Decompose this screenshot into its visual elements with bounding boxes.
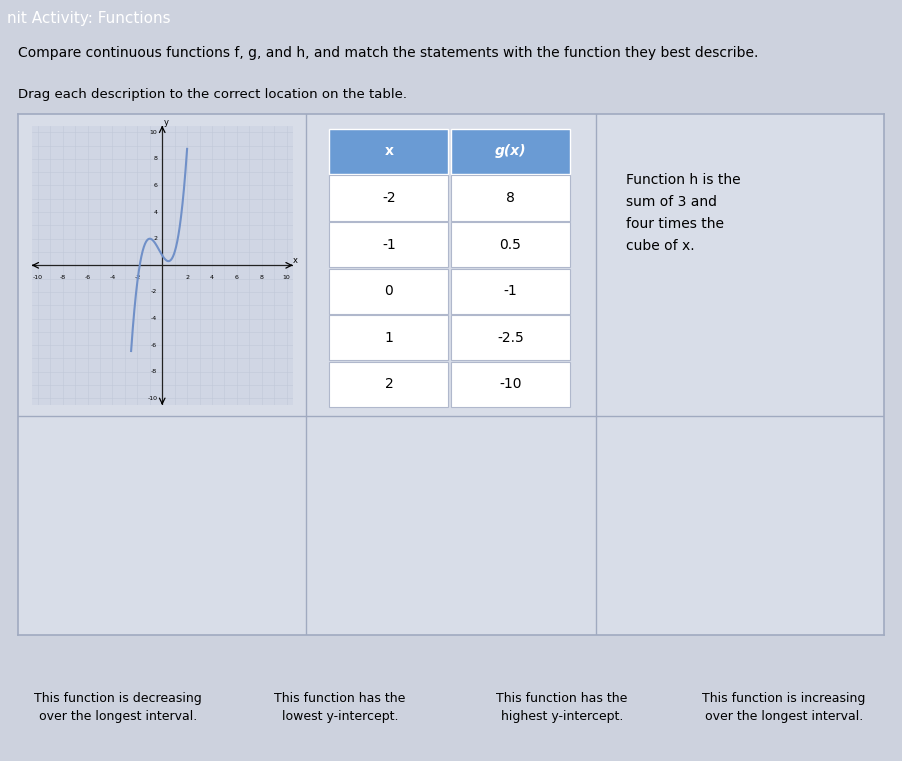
Bar xyxy=(451,222,570,267)
Text: -2.5: -2.5 xyxy=(497,331,524,345)
Text: This function has the
highest y-intercept.: This function has the highest y-intercep… xyxy=(496,693,628,723)
Text: g(x): g(x) xyxy=(494,145,526,158)
Text: 10: 10 xyxy=(150,129,157,135)
Text: -10: -10 xyxy=(32,275,42,279)
Text: Function h is the
sum of 3 and
four times the
cube of x.: Function h is the sum of 3 and four time… xyxy=(626,174,741,253)
Text: -2: -2 xyxy=(151,289,157,295)
Bar xyxy=(329,269,448,314)
Bar xyxy=(451,269,570,314)
Bar xyxy=(329,315,448,360)
Text: Compare continuous functions f, g, and h, and match the statements with the func: Compare continuous functions f, g, and h… xyxy=(18,46,759,59)
Text: 2: 2 xyxy=(384,377,393,391)
Text: -10: -10 xyxy=(499,377,521,391)
Text: -8: -8 xyxy=(152,369,157,374)
Text: -2: -2 xyxy=(134,275,141,279)
Text: 8: 8 xyxy=(260,275,263,279)
Bar xyxy=(451,361,570,407)
Text: 2: 2 xyxy=(185,275,189,279)
Text: y: y xyxy=(164,119,169,127)
Bar xyxy=(329,175,448,221)
Text: -1: -1 xyxy=(503,284,518,298)
Text: -10: -10 xyxy=(147,396,157,401)
Text: 8: 8 xyxy=(506,191,515,205)
Text: 1: 1 xyxy=(384,331,393,345)
Text: This function is decreasing
over the longest interval.: This function is decreasing over the lon… xyxy=(34,693,202,723)
Text: Drag each description to the correct location on the table.: Drag each description to the correct loc… xyxy=(18,88,407,100)
Bar xyxy=(451,129,570,174)
Text: x: x xyxy=(293,256,298,265)
Bar xyxy=(451,175,570,221)
Text: -8: -8 xyxy=(60,275,66,279)
Text: 0.5: 0.5 xyxy=(500,237,521,252)
Bar xyxy=(329,361,448,407)
Text: -4: -4 xyxy=(109,275,115,279)
Text: 2: 2 xyxy=(153,236,157,241)
Text: nit Activity: Functions: nit Activity: Functions xyxy=(7,11,170,27)
Text: 0: 0 xyxy=(384,284,393,298)
Text: 6: 6 xyxy=(153,183,157,188)
Text: 6: 6 xyxy=(235,275,239,279)
Text: This function has the
lowest y-intercept.: This function has the lowest y-intercept… xyxy=(274,693,406,723)
Text: 10: 10 xyxy=(282,275,290,279)
Text: -4: -4 xyxy=(151,316,157,321)
Text: 4: 4 xyxy=(210,275,214,279)
Text: -6: -6 xyxy=(152,342,157,348)
Text: 4: 4 xyxy=(153,209,157,215)
Text: This function is increasing
over the longest interval.: This function is increasing over the lon… xyxy=(703,693,866,723)
Text: -2: -2 xyxy=(382,191,396,205)
Bar xyxy=(329,129,448,174)
Text: -1: -1 xyxy=(382,237,396,252)
Text: x: x xyxy=(384,145,393,158)
Text: 8: 8 xyxy=(153,156,157,161)
Bar xyxy=(329,222,448,267)
Text: -6: -6 xyxy=(85,275,90,279)
Bar xyxy=(451,315,570,360)
